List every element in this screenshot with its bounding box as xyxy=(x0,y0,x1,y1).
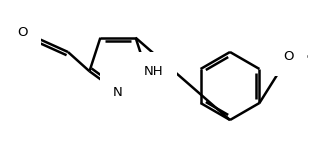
Text: O: O xyxy=(284,50,294,62)
Text: NH: NH xyxy=(144,65,163,78)
Text: N: N xyxy=(113,85,123,99)
Text: O: O xyxy=(18,26,28,38)
